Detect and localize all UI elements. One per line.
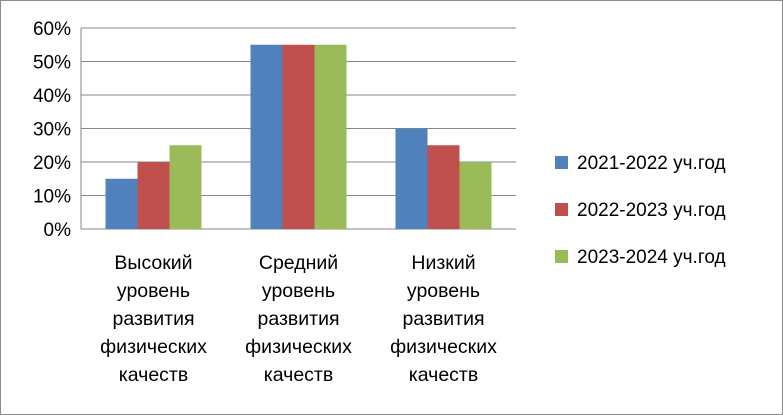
x-category-label: развития <box>112 308 194 330</box>
bar <box>169 145 202 229</box>
legend-label: 2022-2023 уч.год <box>577 200 726 221</box>
bar <box>314 44 347 229</box>
y-tick-label: 50% <box>33 53 71 74</box>
x-category-label: Низкий <box>411 252 475 274</box>
bar <box>459 162 492 229</box>
y-tick-label: 10% <box>33 187 71 208</box>
x-category-label: физических <box>390 336 497 358</box>
y-tick-label: 20% <box>33 153 71 174</box>
bar <box>282 44 315 229</box>
x-category-label: физических <box>100 336 207 358</box>
x-category-label: развития <box>402 308 484 330</box>
bar <box>105 178 138 229</box>
bar <box>137 162 170 229</box>
x-category-label: качеств <box>264 364 333 386</box>
x-category-label: уровень <box>117 280 190 302</box>
y-tick-label: 60% <box>33 19 71 40</box>
y-tick-label: 40% <box>33 86 71 107</box>
bar <box>250 44 283 229</box>
x-category-label: качеств <box>409 364 478 386</box>
legend-swatch <box>555 250 568 263</box>
bar <box>395 128 428 229</box>
y-tick-label: 30% <box>33 120 71 141</box>
x-category-label: качеств <box>119 364 188 386</box>
legend-swatch <box>555 156 568 169</box>
x-category-label: развития <box>257 308 339 330</box>
legend-label: 2023-2024 уч.год <box>577 247 726 268</box>
bar <box>427 145 460 229</box>
legend-label: 2021-2022 уч.год <box>577 153 726 174</box>
y-tick-label: 0% <box>44 220 72 241</box>
x-category-label: уровень <box>407 280 480 302</box>
legend-swatch <box>555 203 568 216</box>
x-category-label: Высокий <box>114 252 192 274</box>
x-category-label: уровень <box>262 280 335 302</box>
x-category-label: Средний <box>259 252 338 274</box>
x-category-label: физических <box>245 336 352 358</box>
